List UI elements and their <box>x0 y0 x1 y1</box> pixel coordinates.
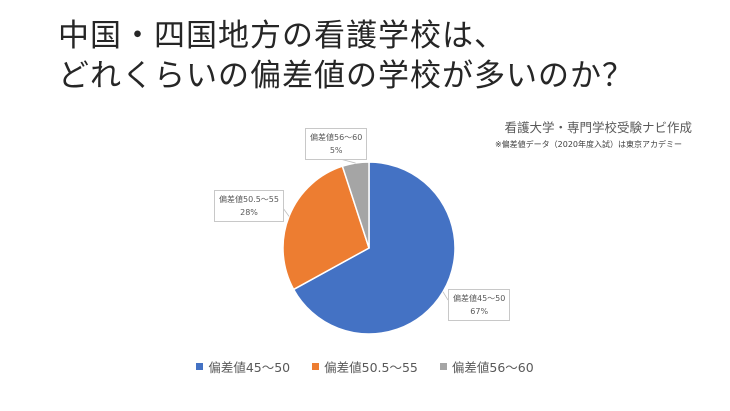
data-label-56-60: 偏差値56～60 5% <box>305 128 368 160</box>
data-label-50-5-55: 偏差値50.5～55 28% <box>214 190 284 222</box>
pie-slice-45-50 <box>292 161 456 335</box>
legend-swatch <box>312 363 320 370</box>
data-label-value: 28% <box>240 208 258 217</box>
chart-title: 中国・四国地方の看護学校は、 どれくらいの偏差値の学校が多いのか？ <box>58 16 718 96</box>
data-label-category: 偏差値45～50 <box>453 294 506 303</box>
data-label-category: 偏差値56～60 <box>310 133 363 142</box>
legend-item-56-60: 偏差値56～60 <box>439 357 534 376</box>
legend-item-50-5-55: 偏差値50.5～55 <box>312 357 418 376</box>
data-label-value: 67% <box>470 307 489 316</box>
legend-swatch <box>196 363 204 370</box>
chart-title-line-2: どれくらいの偏差値の学校が多いのか？ <box>58 58 634 94</box>
chart-credit: 看護大学・専門学校受験ナビ作成 <box>504 120 692 135</box>
pie-slice-50-5-55 <box>282 165 370 291</box>
pie-slice-56-60 <box>341 161 370 249</box>
legend-swatch <box>439 363 447 370</box>
source-note: ※偏差値データ（2020年度入試）は東京アカデミー <box>494 140 682 149</box>
legend-label: 偏差値56～60 <box>451 360 534 375</box>
legend-label: 偏差値50.5～55 <box>324 360 418 375</box>
chart-title-line-1: 中国・四国地方の看護学校は、 <box>58 18 506 54</box>
leader-line-50-5-55 <box>282 207 290 217</box>
leader-line-45-50 <box>442 291 449 301</box>
legend-item-45-50: 偏差値45～50 <box>196 357 290 376</box>
chart-legend: 偏差値45～50 偏差値50.5～55 偏差値56～60 <box>0 357 730 376</box>
data-label-45-50: 偏差値45～50 67% <box>448 289 511 321</box>
legend-label: 偏差値45～50 <box>208 360 291 375</box>
data-label-category: 偏差値50.5～55 <box>219 195 279 204</box>
data-label-value: 5% <box>329 146 343 155</box>
